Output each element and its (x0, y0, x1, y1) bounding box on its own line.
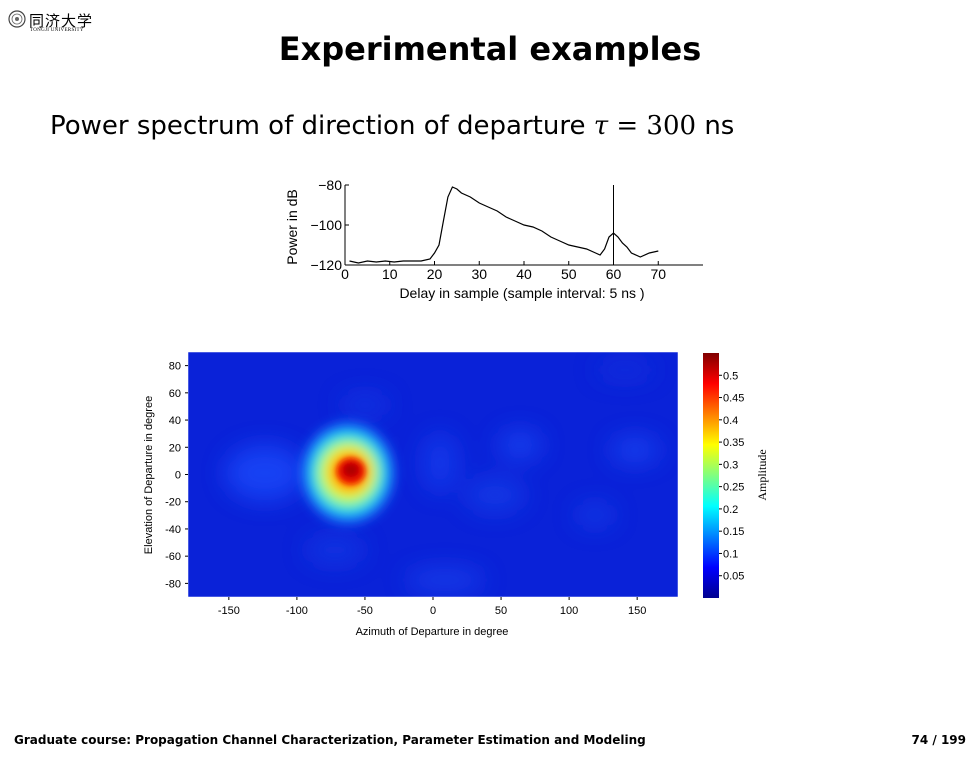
colorbar-tick-label: 0.45 (723, 393, 744, 405)
x-tick-label: 40 (516, 266, 532, 282)
x-axis-label: Azimuth of Departure in degree (356, 626, 509, 638)
x-tick-label: -100 (286, 605, 308, 617)
x-tick-label: 0 (430, 605, 436, 617)
y-tick-label: -40 (165, 524, 181, 536)
y-tick-label: -20 (165, 497, 181, 509)
y-tick-label: −120 (310, 257, 342, 273)
colorbar-tick-label: 0.2 (723, 504, 738, 516)
colorbar-tick-label: 0.15 (723, 526, 744, 538)
colorbar-tick-label: 0.1 (723, 548, 738, 560)
y-tick-label: 80 (169, 361, 181, 373)
colorbar-tick-label: 0.25 (723, 482, 744, 494)
y-axis-label: Elevation of Departure in degree (143, 396, 155, 554)
colorbar-tick-label: 0.35 (723, 437, 744, 449)
logo-chinese-name: 同济大学 (29, 12, 94, 30)
tau-unit: ns (696, 111, 735, 141)
y-tick-label: -60 (165, 551, 181, 563)
x-tick-label: 30 (471, 266, 487, 282)
equals-sign: = (608, 111, 647, 141)
x-tick-label: 0 (341, 266, 349, 282)
x-tick-label: 60 (606, 266, 622, 282)
slide-title: Experimental examples (278, 30, 702, 68)
x-tick-label: 10 (382, 266, 398, 282)
seal-icon (8, 10, 26, 28)
subtitle-text: Power spectrum of direction of departure (50, 111, 594, 141)
heatmap-field (188, 352, 678, 597)
x-tick-label: 20 (427, 266, 443, 282)
power-delay-chart: 0 10 20 30 40 50 60 70 −80 −100 −120 Delay in samp… (284, 177, 703, 301)
colorbar-tick-label: 0.3 (723, 459, 738, 471)
x-tick-label: -150 (218, 605, 240, 617)
y-tick-label: 60 (169, 388, 181, 400)
x-tick-label: 50 (561, 266, 577, 282)
y-tick-label: −80 (318, 177, 342, 193)
slide-subtitle: Power spectrum of direction of departure… (50, 111, 734, 141)
tau-symbol: τ (593, 111, 609, 141)
colorbar-label: Amplitude (755, 449, 769, 500)
y-tick-label: 20 (169, 442, 181, 454)
logo-english-name: TONGJI UNIVERSITY (30, 28, 84, 33)
x-tick-label: 50 (495, 605, 507, 617)
power-series-line (349, 186, 659, 264)
y-axis-label: Power in dB (284, 189, 300, 264)
x-axis-label: Delay in sample (sample interval: 5 ns ) (399, 285, 644, 301)
footer-course: Graduate course: Propagation Channel Cha… (14, 733, 646, 747)
x-tick-label: -50 (357, 605, 373, 617)
university-logo: 同济大学 TONGJI UNIVERSITY (8, 6, 108, 34)
y-tick-label: -80 (165, 578, 181, 590)
x-tick-label: 70 (650, 266, 666, 282)
page-number: 74 / 199 (911, 733, 967, 747)
x-tick-label: 100 (560, 605, 578, 617)
y-tick-label: 40 (169, 415, 181, 427)
colorbar-tick-label: 0.5 (723, 370, 738, 382)
y-tick-label: −100 (310, 217, 342, 233)
x-tick-label: 150 (628, 605, 646, 617)
y-tick-label: 0 (175, 470, 181, 482)
doa-heatmap-chart: -150 -100 -50 0 50 100 150 80 60 40 20 0 -20 -40 -60 -8… (143, 351, 769, 638)
colorbar-tick-label: 0.05 (723, 571, 744, 583)
colorbar (703, 353, 719, 598)
tau-value: 300 (646, 111, 697, 141)
colorbar-tick-label: 0.4 (723, 415, 738, 427)
